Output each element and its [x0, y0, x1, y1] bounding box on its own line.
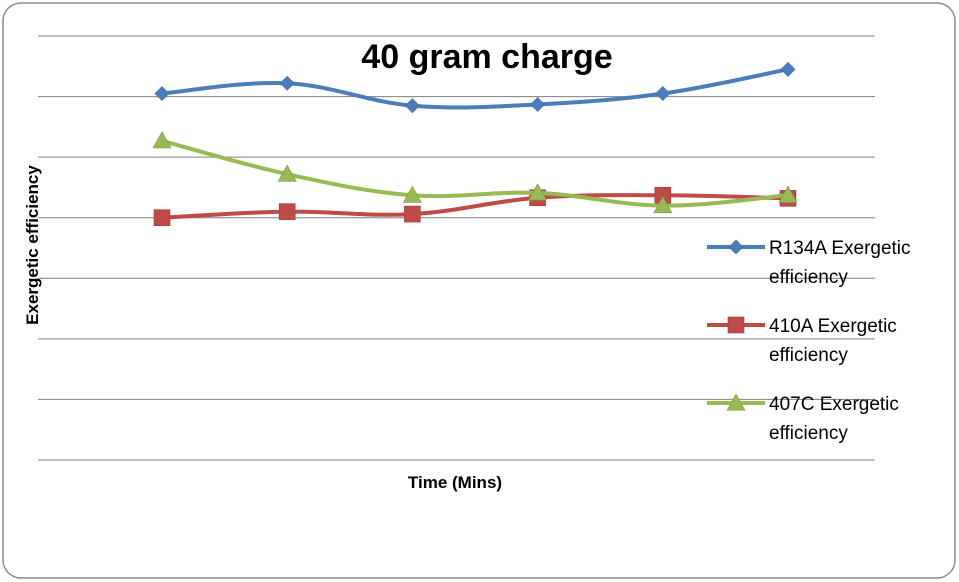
- data-point: [653, 195, 673, 214]
- series-line: [160, 193, 790, 220]
- data-point: [153, 209, 171, 227]
- legend-label: efficiency: [769, 345, 848, 366]
- data-point: [404, 98, 420, 114]
- data-point: [780, 61, 796, 77]
- data-point: [152, 131, 172, 149]
- plot-area: [152, 61, 798, 227]
- data-point: [277, 164, 297, 182]
- data-point: [778, 185, 798, 203]
- x-axis-label: Time (Mins): [408, 473, 502, 492]
- legend-marker: [726, 393, 746, 411]
- series-line: [160, 138, 790, 208]
- legend-marker: [728, 239, 744, 255]
- legend-item: 407C Exergetic efficiency: [707, 393, 899, 444]
- data-point: [528, 183, 548, 201]
- y-axis-label: Exergetic efficiency: [23, 165, 42, 325]
- chart-title: 40 gram charge: [361, 38, 612, 76]
- series-1: [154, 61, 796, 114]
- legend-label: 410A Exergetic: [769, 316, 897, 337]
- legend-label: efficiency: [769, 267, 848, 288]
- series-line: [160, 67, 790, 110]
- data-point: [404, 205, 421, 223]
- legend-item: 410A Exergetic efficiency: [707, 316, 897, 366]
- data-point: [279, 75, 295, 91]
- data-point: [154, 86, 170, 101]
- legend-label: R134A Exergetic: [769, 238, 911, 259]
- series-3: [152, 131, 798, 214]
- legend-label: 407C Exergetic: [769, 394, 899, 415]
- data-point: [655, 86, 671, 101]
- data-point: [278, 203, 296, 220]
- legend-label: efficiency: [769, 423, 848, 444]
- legend-marker: [727, 316, 745, 334]
- legend-item: R134A Exergetic efficiency: [707, 238, 911, 288]
- legend: R134A Exergetic efficiency 410A Exergetic e…: [707, 238, 911, 444]
- data-point: [402, 185, 422, 203]
- data-point: [530, 97, 546, 112]
